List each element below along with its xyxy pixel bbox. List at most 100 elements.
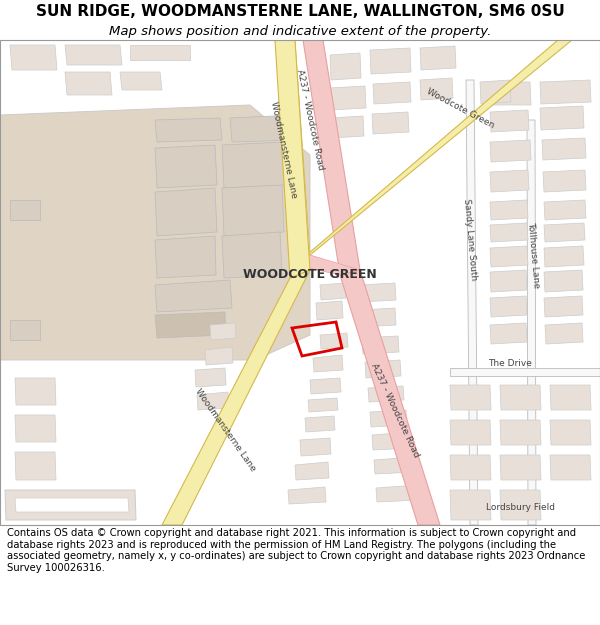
Polygon shape	[490, 223, 528, 242]
Polygon shape	[376, 485, 419, 502]
Text: Map shows position and indicative extent of the property.: Map shows position and indicative extent…	[109, 25, 491, 38]
Polygon shape	[490, 246, 528, 267]
Polygon shape	[450, 385, 491, 410]
Text: WOODCOTE GREEN: WOODCOTE GREEN	[243, 269, 377, 281]
Polygon shape	[15, 452, 56, 480]
Text: Contains OS data © Crown copyright and database right 2021. This information is : Contains OS data © Crown copyright and d…	[7, 528, 586, 572]
Polygon shape	[466, 80, 478, 525]
Polygon shape	[372, 432, 411, 450]
Polygon shape	[500, 385, 541, 410]
Polygon shape	[490, 200, 528, 220]
Polygon shape	[155, 145, 217, 188]
Polygon shape	[370, 48, 411, 74]
Polygon shape	[15, 415, 56, 442]
Polygon shape	[420, 46, 456, 70]
Polygon shape	[450, 455, 491, 480]
Polygon shape	[230, 115, 297, 142]
Polygon shape	[490, 170, 529, 192]
Polygon shape	[222, 232, 282, 278]
Polygon shape	[480, 80, 511, 104]
Polygon shape	[542, 138, 586, 160]
Polygon shape	[500, 490, 541, 520]
Polygon shape	[500, 455, 541, 480]
Polygon shape	[362, 336, 399, 354]
Text: The Drive: The Drive	[488, 359, 532, 368]
Polygon shape	[330, 86, 366, 110]
Polygon shape	[450, 420, 491, 445]
Polygon shape	[544, 223, 585, 242]
Text: Tollhouse Lane: Tollhouse Lane	[526, 221, 541, 289]
Polygon shape	[15, 378, 56, 405]
Text: Sandy Lane South: Sandy Lane South	[462, 199, 478, 281]
Polygon shape	[450, 368, 600, 376]
Polygon shape	[65, 45, 122, 65]
Polygon shape	[490, 323, 527, 344]
Polygon shape	[544, 270, 583, 292]
Polygon shape	[500, 420, 541, 445]
Polygon shape	[420, 78, 453, 100]
Polygon shape	[490, 140, 531, 162]
Polygon shape	[490, 270, 527, 292]
Polygon shape	[316, 301, 343, 320]
Polygon shape	[210, 323, 236, 340]
Polygon shape	[340, 270, 440, 525]
Polygon shape	[10, 45, 57, 70]
Polygon shape	[372, 112, 409, 134]
Polygon shape	[544, 200, 586, 220]
Text: Woodcote Green: Woodcote Green	[425, 86, 496, 129]
Polygon shape	[330, 53, 361, 80]
Polygon shape	[365, 360, 401, 378]
Polygon shape	[295, 40, 572, 265]
Polygon shape	[5, 490, 136, 520]
Polygon shape	[205, 347, 233, 365]
Text: Lordsbury Field: Lordsbury Field	[485, 504, 554, 512]
Polygon shape	[550, 455, 591, 480]
Polygon shape	[10, 320, 40, 340]
Polygon shape	[543, 170, 586, 192]
Polygon shape	[130, 45, 190, 60]
Text: SUN RIDGE, WOODMANSTERNE LANE, WALLINGTON, SM6 0SU: SUN RIDGE, WOODMANSTERNE LANE, WALLINGTO…	[35, 4, 565, 19]
Polygon shape	[305, 416, 335, 432]
Polygon shape	[300, 438, 331, 456]
Polygon shape	[490, 296, 527, 317]
Polygon shape	[330, 116, 364, 138]
Polygon shape	[155, 280, 232, 312]
Polygon shape	[370, 410, 407, 427]
Polygon shape	[275, 40, 310, 265]
Polygon shape	[373, 82, 411, 104]
Polygon shape	[0, 105, 310, 360]
Polygon shape	[195, 368, 226, 387]
Polygon shape	[222, 185, 284, 236]
Polygon shape	[308, 398, 338, 412]
Polygon shape	[544, 296, 583, 317]
Polygon shape	[540, 80, 591, 104]
Polygon shape	[65, 72, 112, 95]
Polygon shape	[527, 120, 536, 525]
Polygon shape	[313, 355, 343, 372]
Polygon shape	[490, 82, 531, 105]
Polygon shape	[544, 246, 584, 267]
Text: Woodmansterne Lane: Woodmansterne Lane	[193, 387, 257, 473]
Polygon shape	[288, 487, 326, 504]
Text: A237 - Woodcote Road: A237 - Woodcote Road	[369, 362, 421, 458]
Polygon shape	[15, 498, 129, 512]
Polygon shape	[10, 200, 40, 220]
Polygon shape	[155, 188, 217, 236]
Polygon shape	[155, 312, 226, 338]
Polygon shape	[303, 40, 360, 275]
Polygon shape	[320, 283, 346, 300]
Polygon shape	[540, 106, 584, 130]
Polygon shape	[320, 333, 348, 349]
Polygon shape	[310, 378, 341, 394]
Polygon shape	[197, 392, 229, 410]
Text: A237 - Woodcote Road: A237 - Woodcote Road	[295, 69, 325, 171]
Polygon shape	[120, 72, 162, 90]
Polygon shape	[295, 255, 360, 275]
Polygon shape	[360, 308, 396, 327]
Text: Woodmansterne Lane: Woodmansterne Lane	[269, 101, 299, 199]
Polygon shape	[545, 323, 583, 344]
Polygon shape	[275, 40, 310, 278]
Polygon shape	[222, 142, 287, 188]
Polygon shape	[295, 462, 329, 480]
Polygon shape	[360, 283, 396, 302]
